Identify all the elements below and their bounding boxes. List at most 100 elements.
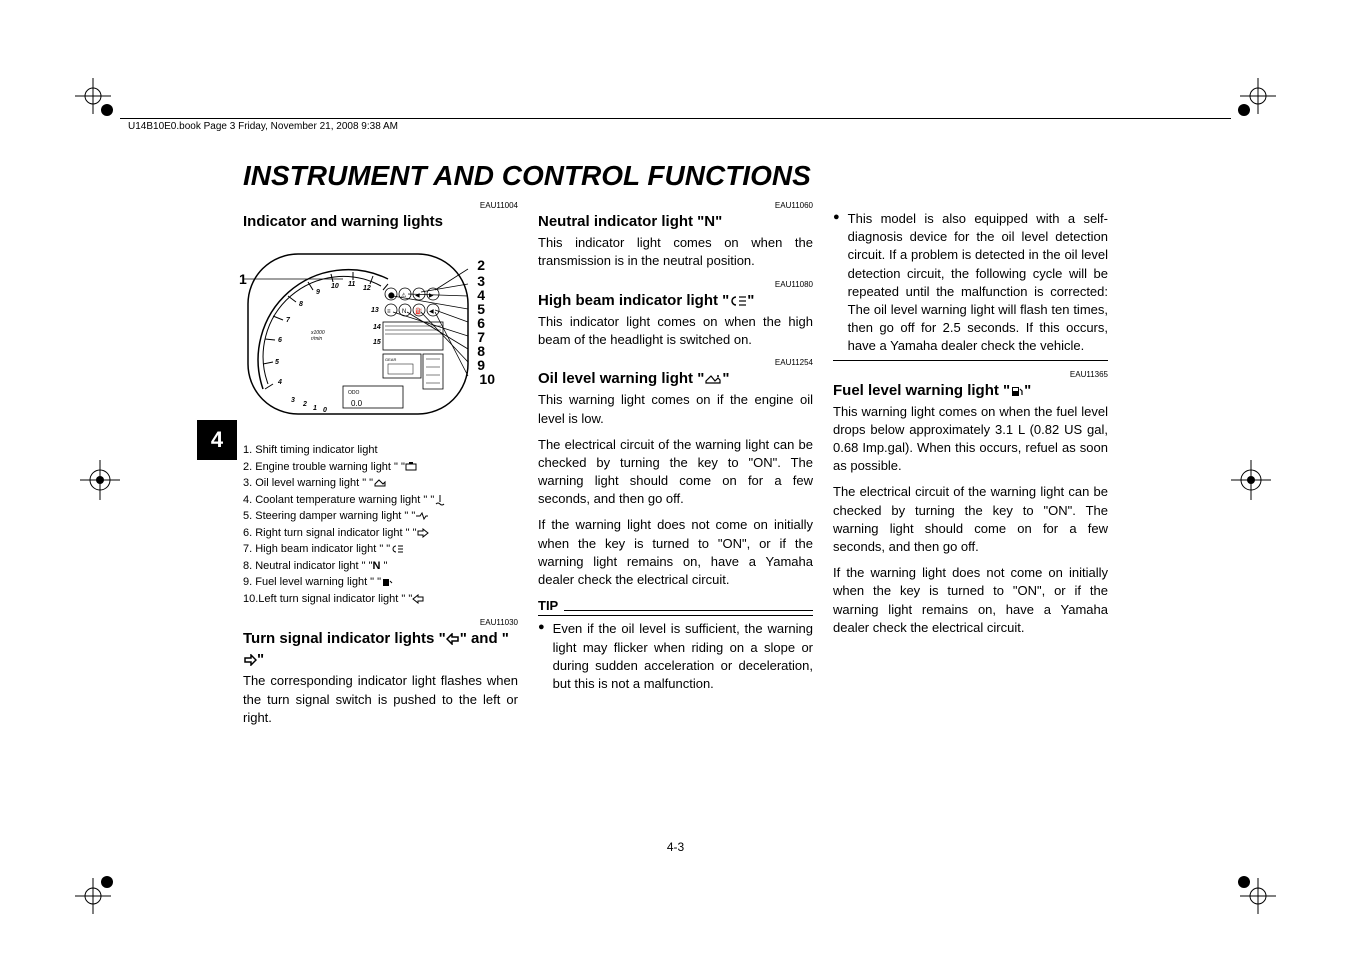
- svg-text:ODO: ODO: [348, 390, 360, 396]
- right-arrow-icon: [417, 528, 429, 538]
- bullet-item: ● This model is also equipped with a sel…: [833, 210, 1108, 356]
- fuel-icon: [381, 577, 393, 587]
- engine-icon: [405, 462, 419, 472]
- legend-item: 3. Oil level warning light " ": [243, 475, 518, 492]
- paragraph: This warning light comes on if the engin…: [538, 391, 813, 427]
- print-mark-mid-left: [75, 455, 125, 505]
- svg-text:▶: ▶: [429, 293, 434, 299]
- chapter-tab: 4: [197, 420, 237, 460]
- separator-line: [833, 360, 1108, 361]
- bullet-marker: ●: [833, 210, 840, 356]
- legend-item: 6. Right turn signal indicator light " ": [243, 525, 518, 542]
- callout-1: 1: [239, 270, 247, 290]
- svg-text:14: 14: [373, 324, 381, 331]
- print-mark-bottom-right: [1226, 864, 1276, 914]
- code-label: EAU11254: [538, 357, 813, 368]
- svg-text:6: 6: [278, 337, 282, 344]
- subsection-title-oil-level: Oil level warning light "": [538, 368, 813, 389]
- svg-text:8: 8: [299, 301, 303, 308]
- svg-text:1: 1: [313, 405, 317, 412]
- high-beam-icon: [390, 544, 404, 554]
- svg-text:N: N: [402, 309, 406, 315]
- legend-item: 5. Steering damper warning light " ": [243, 508, 518, 525]
- paragraph: If the warning light does not come on in…: [833, 564, 1108, 637]
- legend-item: 9. Fuel level warning light " ": [243, 574, 518, 591]
- code-label: EAU11004: [243, 200, 518, 211]
- svg-text:2: 2: [302, 401, 307, 408]
- legend-item: 7. High beam indicator light " ": [243, 541, 518, 558]
- legend-item: 4. Coolant temperature warning light " ": [243, 492, 518, 509]
- neutral-n-icon: N: [704, 213, 715, 230]
- coolant-icon: [434, 494, 446, 506]
- bullet-marker: ●: [538, 620, 545, 693]
- subsection-title-neutral: Neutral indicator light "N": [538, 211, 813, 232]
- left-arrow-icon: [412, 594, 424, 604]
- print-mark-bottom-left: [75, 864, 125, 914]
- subsection-title-fuel-level: Fuel level warning light "": [833, 380, 1108, 401]
- svg-text:⬤: ⬤: [388, 292, 395, 299]
- tip-bullet: ● Even if the oil level is sufficient, t…: [538, 620, 813, 693]
- svg-text:◀: ◀: [429, 309, 434, 315]
- chapter-number: 4: [211, 427, 223, 453]
- code-label: EAU11060: [538, 200, 813, 211]
- svg-text:⛽: ⛽: [415, 307, 423, 315]
- svg-text:3: 3: [291, 397, 295, 404]
- print-mark-mid-right: [1226, 455, 1276, 505]
- oil-icon: [373, 478, 387, 488]
- column-1: EAU11004 Indicator and warning lights: [243, 200, 518, 735]
- legend-item: 8. Neutral indicator light " "N ": [243, 558, 518, 575]
- svg-text:7: 7: [286, 317, 291, 324]
- oil-icon: [704, 373, 722, 385]
- high-beam-icon: [729, 295, 747, 307]
- code-label: EAU11080: [538, 279, 813, 290]
- svg-text:0: 0: [323, 407, 327, 414]
- svg-text:10: 10: [331, 283, 339, 290]
- svg-text:4: 4: [277, 379, 282, 386]
- column-2: EAU11060 Neutral indicator light "N" Thi…: [538, 200, 813, 735]
- paragraph: If the warning light does not come on in…: [538, 516, 813, 589]
- svg-text:0.0: 0.0: [351, 399, 363, 408]
- svg-text:≡: ≡: [387, 309, 391, 315]
- bullet-text: Even if the oil level is sufficient, the…: [553, 620, 813, 693]
- content-area: EAU11004 Indicator and warning lights: [243, 200, 1108, 735]
- page-number: 4-3: [667, 840, 684, 854]
- diagram-legend: 1. Shift timing indicator light 2. Engin…: [243, 442, 518, 607]
- svg-text:GEAR: GEAR: [385, 357, 396, 362]
- legend-item: 2. Engine trouble warning light " ": [243, 459, 518, 476]
- svg-text:11: 11: [348, 281, 355, 288]
- fuel-icon: [1010, 385, 1024, 397]
- paragraph: This indicator light comes on when the t…: [538, 234, 813, 270]
- paragraph: This warning light comes on when the fue…: [833, 403, 1108, 476]
- page-header-bar: U14B10E0.book Page 3 Friday, November 21…: [120, 118, 1231, 132]
- legend-item: 10.Left turn signal indicator light " ": [243, 591, 518, 608]
- header-text: U14B10E0.book Page 3 Friday, November 21…: [128, 121, 398, 132]
- print-mark-top-right: [1226, 78, 1276, 128]
- paragraph: The electrical circuit of the warning li…: [538, 436, 813, 509]
- column-3: ● This model is also equipped with a sel…: [833, 200, 1108, 735]
- subsection-title-turn-signal: Turn signal indicator lights "" and "": [243, 628, 518, 670]
- svg-text:12: 12: [363, 285, 371, 292]
- svg-text:15: 15: [373, 339, 381, 346]
- section-title: INSTRUMENT AND CONTROL FUNCTIONS: [243, 160, 811, 192]
- svg-text:13: 13: [371, 307, 379, 314]
- instrument-diagram: 4 5 6 7 8 9 10 11 12 13 14 15 3 2 1: [243, 234, 483, 434]
- damper-icon: [415, 511, 429, 521]
- svg-text:r/min: r/min: [311, 336, 322, 342]
- paragraph: This indicator light comes on when the h…: [538, 313, 813, 349]
- bullet-text: This model is also equipped with a self-…: [848, 210, 1108, 356]
- tip-label: TIP: [538, 597, 813, 616]
- svg-text:9: 9: [316, 289, 320, 296]
- left-arrow-icon: [446, 633, 460, 645]
- subsection-title-high-beam: High beam indicator light "": [538, 290, 813, 311]
- print-mark-top-left: [75, 78, 125, 128]
- right-arrow-icon: [243, 654, 257, 666]
- neutral-n-icon: N: [372, 560, 380, 572]
- subsection-title-indicator-lights: Indicator and warning lights: [243, 211, 518, 232]
- code-label: EAU11365: [833, 369, 1108, 380]
- code-label: EAU11030: [243, 617, 518, 628]
- paragraph: The electrical circuit of the warning li…: [833, 483, 1108, 556]
- legend-item: 1. Shift timing indicator light: [243, 442, 518, 459]
- callout-10: 10: [479, 370, 495, 390]
- svg-text:5: 5: [275, 359, 279, 366]
- paragraph: The corresponding indicator light flashe…: [243, 672, 518, 727]
